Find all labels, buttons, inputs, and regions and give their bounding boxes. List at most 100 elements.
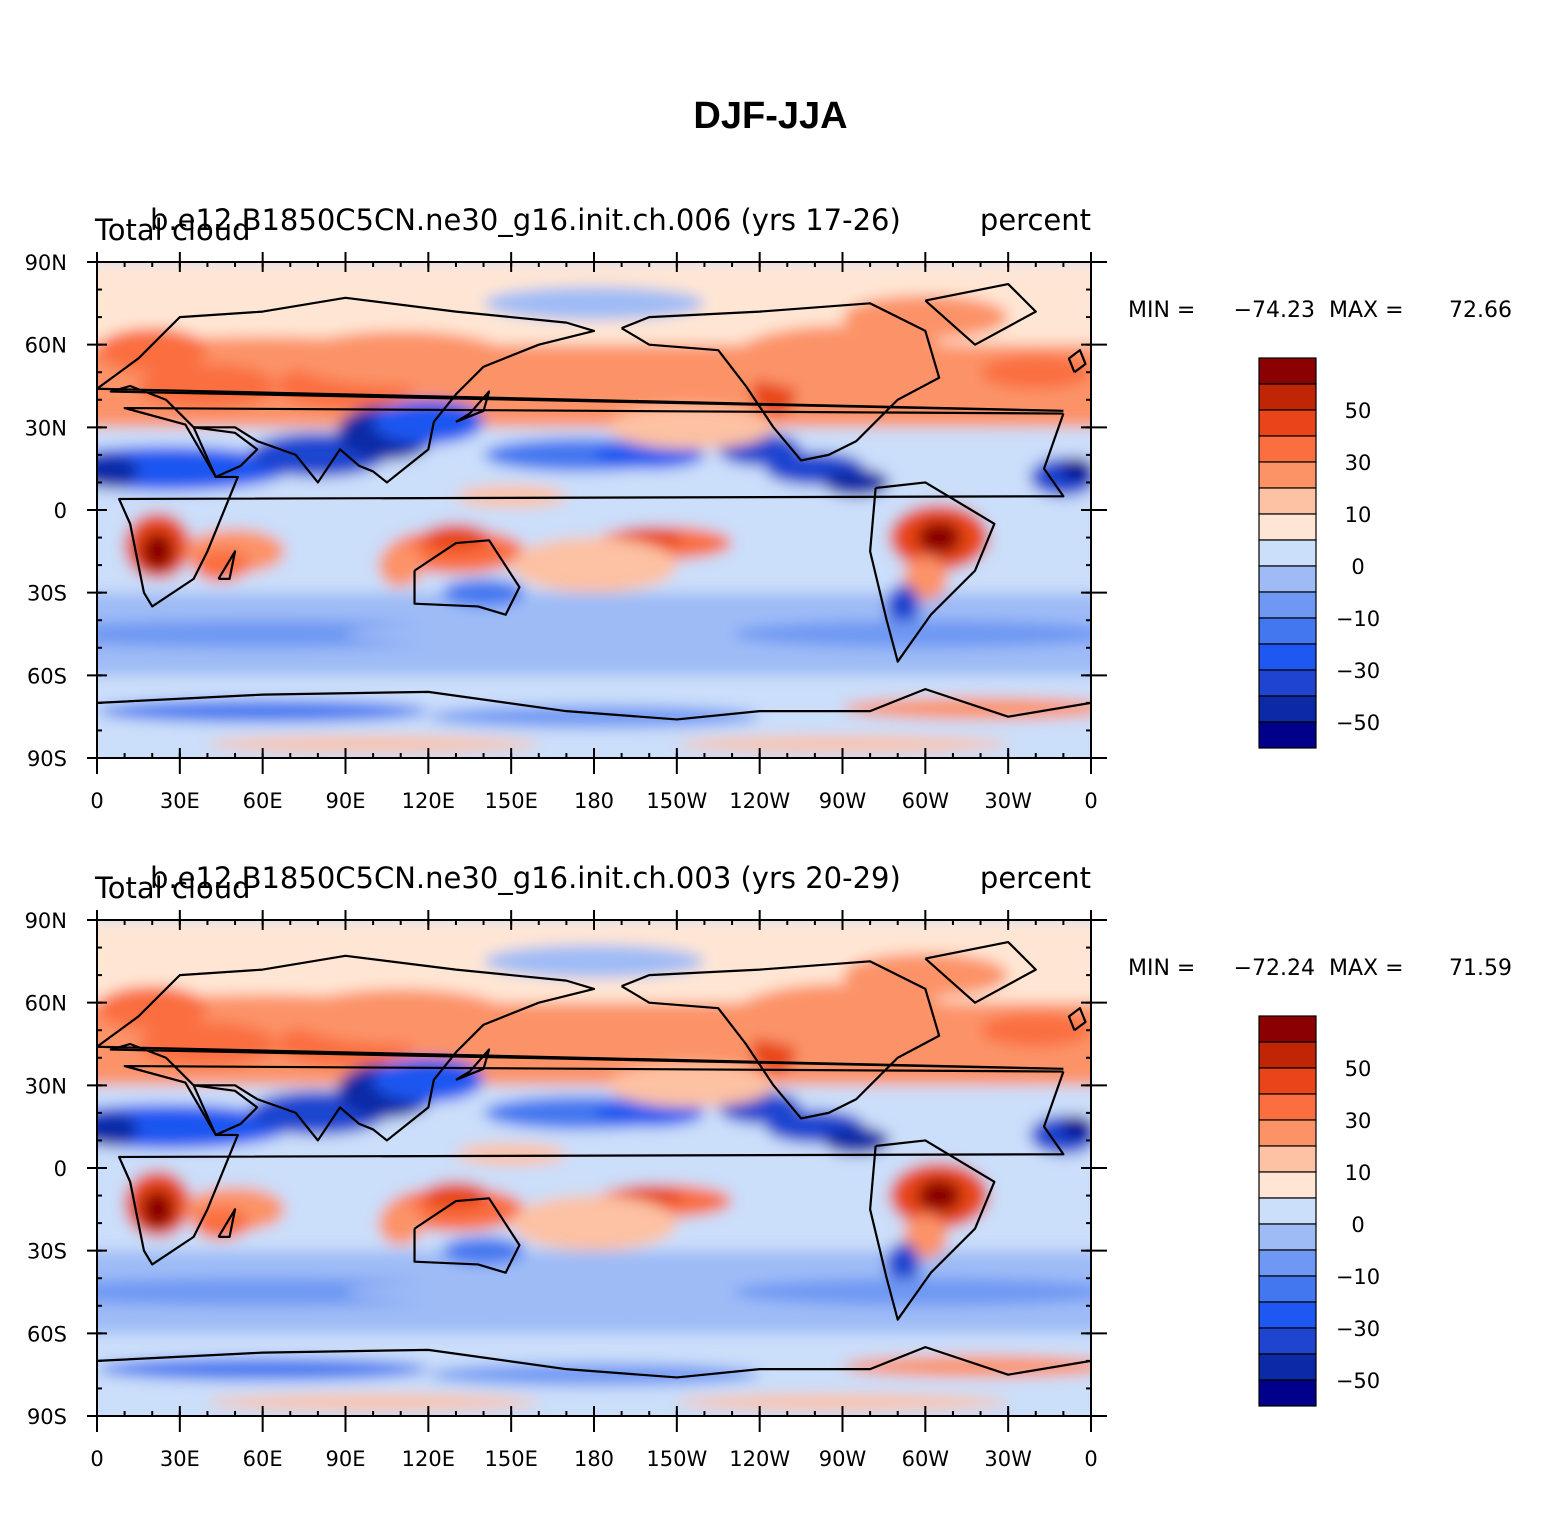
lon-tick-label: 150E	[484, 789, 537, 813]
colorbar-swatch	[1258, 1015, 1317, 1043]
field-blob	[823, 468, 890, 497]
field-blob	[455, 1143, 567, 1166]
field-blob	[373, 1057, 484, 1102]
coastlines	[97, 282, 1091, 721]
colorbar-label: −10	[1336, 607, 1380, 631]
field-blob	[97, 328, 208, 373]
lat-tick-label: 30N	[25, 416, 67, 440]
max-value: 71.59	[1449, 956, 1512, 981]
colorbar-label: −30	[1336, 659, 1380, 683]
coastline	[1067, 1007, 1087, 1032]
field-blob	[886, 584, 920, 629]
lat-tick-label: 60N	[25, 992, 67, 1016]
colorbar-swatch	[1258, 1119, 1317, 1147]
coastline	[217, 550, 237, 580]
colorbar: 50 30 10 0 −10 −30 −50	[1258, 357, 1380, 749]
field-blob	[917, 1179, 962, 1213]
field-blob	[455, 485, 567, 508]
lat-tick-label: 30S	[27, 1240, 67, 1264]
field-blob	[373, 399, 484, 444]
right-label: percent	[980, 861, 1091, 895]
coastline	[621, 302, 941, 462]
coastline	[1067, 349, 1087, 374]
colorbar-label: −10	[1336, 1265, 1380, 1289]
max-label: MAX =	[1329, 956, 1404, 981]
lon-tick-label: 180	[574, 1447, 614, 1471]
field-blob	[97, 1104, 291, 1149]
coastline	[117, 1064, 1065, 1266]
colorbar-swatch	[1258, 617, 1317, 645]
lon-tick-label: 60E	[243, 789, 283, 813]
lon-tick-label: 90E	[326, 789, 366, 813]
lat-tick-label: 90S	[27, 1405, 67, 1429]
left-label: Total cloud	[94, 213, 250, 247]
field-blob	[422, 1181, 490, 1210]
colorbar-swatch	[1258, 643, 1317, 671]
max-label: MAX =	[1329, 298, 1404, 323]
field-blob	[97, 1358, 429, 1381]
coastline	[117, 406, 1065, 608]
coastline	[97, 688, 1091, 721]
lon-tick-label: 120W	[729, 789, 790, 813]
lat-tick-label: 60N	[25, 334, 67, 358]
colorbar-swatch	[1258, 1249, 1317, 1277]
field-blob	[1060, 1115, 1091, 1138]
field-blob	[483, 944, 705, 978]
colorbar-swatch	[1258, 461, 1317, 489]
field-blob	[980, 355, 1091, 389]
field-blob	[138, 1021, 277, 1067]
coastline	[621, 960, 941, 1120]
field-blob	[290, 988, 512, 1044]
lon-tick-label: 150W	[646, 789, 707, 813]
colorbar-swatch	[1258, 1327, 1317, 1355]
lat-tick-label: 30N	[25, 1074, 67, 1098]
field-blob	[842, 295, 1009, 340]
coastline	[924, 940, 1037, 1004]
field-blob	[428, 1363, 760, 1386]
colorbar: 50 30 10 0 −10 −30 −50	[1258, 1015, 1380, 1407]
field-blob	[842, 953, 1009, 998]
lat-tick-label: 60S	[27, 664, 67, 688]
coastlines	[97, 940, 1091, 1379]
colorbar-swatch	[1258, 1379, 1317, 1407]
colorbar-swatch	[1258, 1223, 1317, 1251]
field-blob	[345, 1278, 843, 1306]
field-blob	[511, 537, 677, 593]
lon-tick-label: 30E	[160, 1447, 200, 1471]
lon-tick-label: 120E	[402, 1447, 455, 1471]
field-blob	[141, 1190, 175, 1229]
field-blob	[345, 620, 843, 648]
colorbar-label: 50	[1345, 1057, 1372, 1081]
colorbar-swatch	[1258, 357, 1317, 385]
field-blob	[442, 1236, 525, 1265]
colorbar-swatch	[1258, 1275, 1317, 1303]
lon-tick-label: 0	[90, 789, 103, 813]
field-blob	[138, 363, 277, 409]
lon-tick-label: 60E	[243, 1447, 283, 1471]
field-blob	[823, 1126, 890, 1155]
field-blob	[732, 1278, 1091, 1306]
colorbar-swatch	[1258, 513, 1317, 541]
map-panel-1: 90N 60N 30N 0 30S 60S 90S 0 30E 60E 90E 120E 150E 180…	[25, 203, 1512, 813]
field-blob	[903, 1214, 948, 1259]
field-blob	[903, 556, 948, 601]
coastline	[97, 1346, 1091, 1379]
field-blobs	[97, 920, 1091, 1416]
field-blob	[917, 521, 962, 555]
colorbar-label: 30	[1345, 451, 1372, 475]
field-blob	[207, 735, 539, 753]
field-blob	[193, 548, 249, 582]
colorbar-swatch	[1258, 435, 1317, 463]
field-blob	[97, 986, 208, 1031]
colorbar-swatch	[1258, 669, 1317, 697]
colorbar-swatch	[1258, 565, 1317, 593]
lat-tick-label: 0	[54, 499, 67, 523]
colorbar-swatch	[1258, 1353, 1317, 1381]
min-label: MIN =	[1128, 956, 1195, 981]
field-blob	[378, 1201, 423, 1246]
lat-tick-label: 90N	[25, 251, 67, 275]
lon-tick-label: 30W	[984, 1447, 1032, 1471]
min-value: −72.24	[1234, 956, 1315, 981]
right-label: percent	[980, 203, 1091, 237]
